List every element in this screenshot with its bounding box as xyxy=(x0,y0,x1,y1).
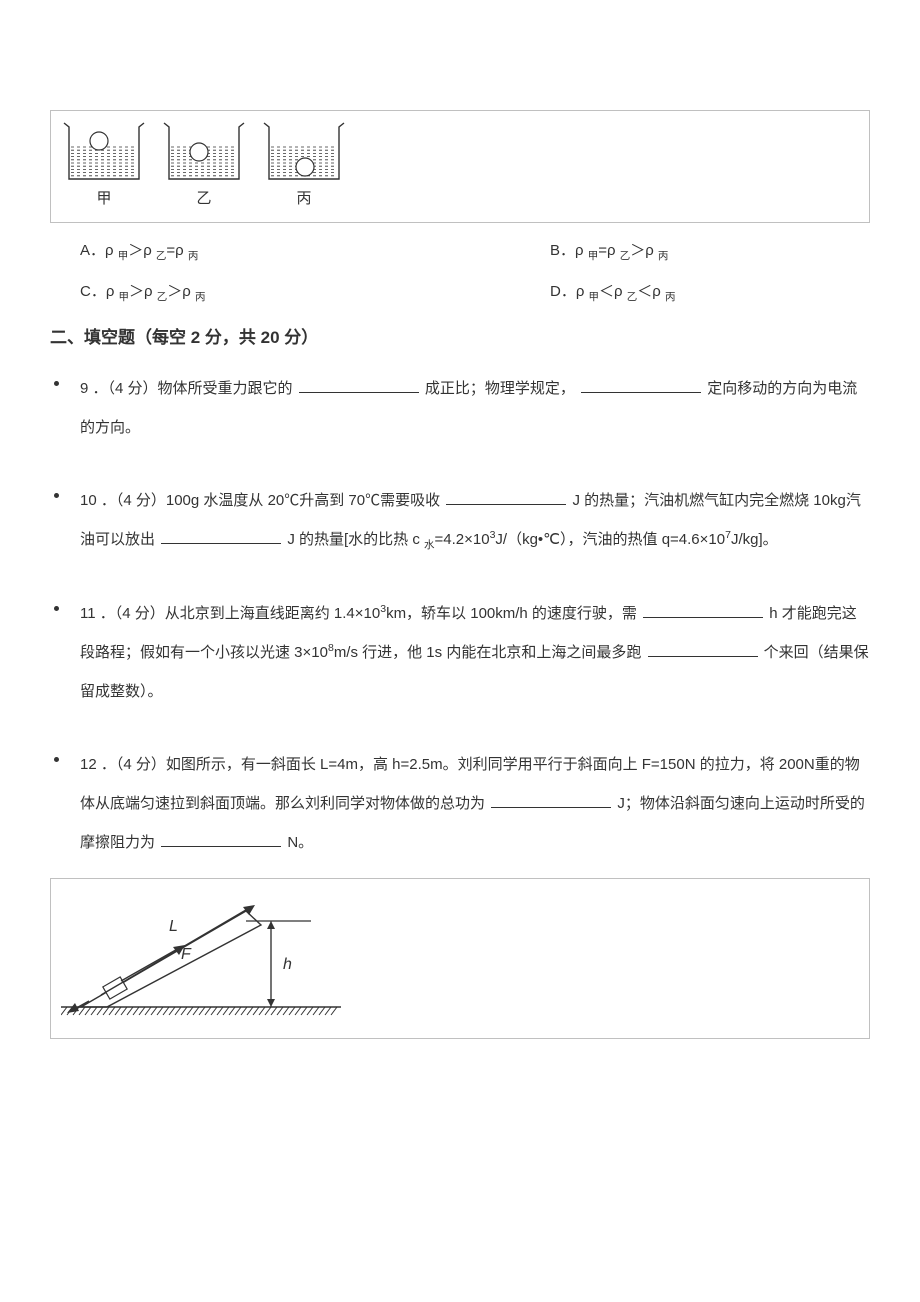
question-10: 10 ．（4 分）100g 水温度从 20℃升高到 70℃需要吸收 J 的热量；… xyxy=(50,481,870,559)
q8-option-b: B．ρ 甲=ρ 乙＞ρ 丙 xyxy=(550,237,668,266)
question-9: 9 ．（4 分）物体所受重力跟它的 成正比；物理学规定， 定向移动的方向为电流的… xyxy=(50,369,870,447)
svg-text:L: L xyxy=(169,918,178,935)
q11-text-1b: km，轿车以 100km/h 的速度行驶，需 xyxy=(386,605,641,622)
q9-blank-1 xyxy=(299,392,419,393)
beaker-svg-yi xyxy=(161,119,247,183)
q11-blank-1 xyxy=(643,617,763,618)
question-11: 11 ．（4 分）从北京到上海直线距离约 1.4×103km，轿车以 100km… xyxy=(50,594,870,711)
q10-text-3b: =4.2×10 xyxy=(435,531,490,548)
bullet-icon xyxy=(54,757,59,762)
q10-text-3d: J/kg]。 xyxy=(731,531,778,548)
bullet-icon xyxy=(54,606,59,611)
section-2-title: 二、填空题（每空 2 分，共 20 分） xyxy=(50,323,870,354)
beaker-row: 甲 乙 xyxy=(61,119,859,212)
beaker-label-jia: 甲 xyxy=(61,185,147,212)
q11-text-1: 11 ．（4 分）从北京到上海直线距离约 1.4×10 xyxy=(80,605,380,622)
q11-text-2b: m/s 行进，他 1s 内能在北京和上海之间最多跑 xyxy=(334,644,646,661)
q9-text-1: 9 ．（4 分）物体所受重力跟它的 xyxy=(80,380,297,397)
q10-text-3c: J/（kg•℃），汽油的热值 q=4.6×10 xyxy=(495,531,725,548)
beaker-label-bing: 丙 xyxy=(261,185,347,212)
q8-figure-box: 甲 乙 xyxy=(50,110,870,223)
svg-text:h: h xyxy=(283,956,292,973)
q12-text-3: N。 xyxy=(287,834,313,851)
q12-blank-2 xyxy=(161,846,281,847)
q9-blank-2 xyxy=(581,392,701,393)
q8-options-row1: A．ρ 甲＞ρ 乙=ρ 丙 B．ρ 甲=ρ 乙＞ρ 丙 xyxy=(80,237,870,266)
q12-figure-box: L F h xyxy=(50,878,870,1039)
beaker-yi: 乙 xyxy=(161,119,247,212)
beaker-label-yi: 乙 xyxy=(161,185,247,212)
incline-svg: L F h xyxy=(61,889,341,1019)
beaker-bing: 丙 xyxy=(261,119,347,212)
bullet-icon xyxy=(54,381,59,386)
q10-text-1: 10 ．（4 分）100g 水温度从 20℃升高到 70℃需要吸收 xyxy=(80,492,444,509)
q8-option-a: A．ρ 甲＞ρ 乙=ρ 丙 xyxy=(80,237,550,266)
beaker-svg-bing xyxy=(261,119,347,183)
q9-text-2: 成正比；物理学规定， xyxy=(425,380,575,397)
beaker-svg-jia xyxy=(61,119,147,183)
q10-blank-2 xyxy=(161,543,281,544)
q10-blank-1 xyxy=(446,504,566,505)
bullet-icon xyxy=(54,493,59,498)
q8-option-d: D．ρ 甲＜ρ 乙＜ρ 丙 xyxy=(550,278,675,307)
q10-sub-water: 水 xyxy=(424,539,435,551)
beaker-jia: 甲 xyxy=(61,119,147,212)
q8-option-c: C．ρ 甲＞ρ 乙＞ρ 丙 xyxy=(80,278,550,307)
q10-text-3a: J 的热量[水的比热 c xyxy=(287,531,424,548)
svg-text:F: F xyxy=(181,946,192,963)
q12-blank-1 xyxy=(491,807,611,808)
q8-options-row2: C．ρ 甲＞ρ 乙＞ρ 丙 D．ρ 甲＜ρ 乙＜ρ 丙 xyxy=(80,278,870,307)
question-12: 12 ．（4 分）如图所示，有一斜面长 L=4m，高 h=2.5m。刘利同学用平… xyxy=(50,745,870,862)
q11-blank-2 xyxy=(648,656,758,657)
